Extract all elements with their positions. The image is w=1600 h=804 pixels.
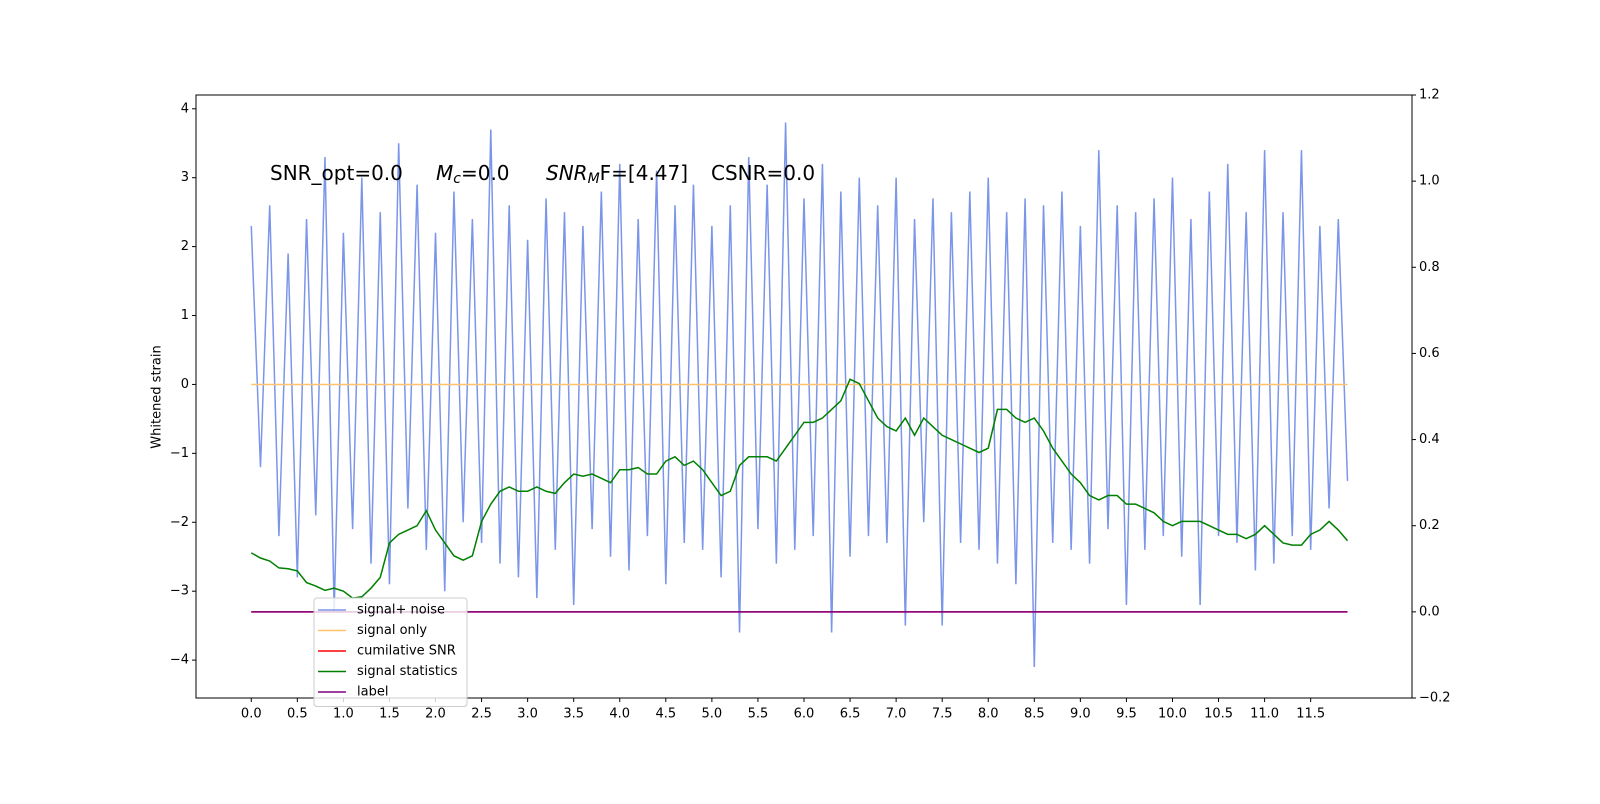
x-tick-label: 4.5 xyxy=(655,707,676,722)
y-tick-label: −4 xyxy=(170,653,189,668)
annotation-value: F=[4.47] xyxy=(600,161,688,185)
series-line xyxy=(250,378,1349,599)
annotation-symbol: SNR xyxy=(546,161,588,185)
legend-label: signal+ noise xyxy=(357,603,445,618)
x-tick-label: 11.5 xyxy=(1296,707,1325,722)
y2-tick-label: 0.4 xyxy=(1419,432,1440,447)
x-tick-label: 1.5 xyxy=(379,707,400,722)
x-tick-label: 7.5 xyxy=(932,707,953,722)
x-tick-label: 5.5 xyxy=(748,707,769,722)
y-tick-label: 0 xyxy=(181,377,189,392)
annotation-subscript: c xyxy=(453,171,461,187)
y2-tick-label: 1.0 xyxy=(1419,174,1440,189)
x-tick-label: 5.0 xyxy=(702,707,723,722)
x-tick-label: 4.0 xyxy=(609,707,630,722)
x-tick-label: 9.0 xyxy=(1070,707,1091,722)
legend-label: cumilative SNR xyxy=(357,644,456,659)
x-tick-label: 6.5 xyxy=(840,707,861,722)
y2-tick-label: −0.2 xyxy=(1419,691,1451,706)
plot-frame xyxy=(195,94,1413,699)
x-tick-label: 0.5 xyxy=(287,707,308,722)
annotation: SNRMF=[4.47] xyxy=(546,161,688,188)
annotation: CSNR=0.0 xyxy=(711,161,815,185)
y-tick-label: 1 xyxy=(181,308,189,323)
annotation: SNR_opt=0.0 xyxy=(270,161,403,185)
x-tick-label: 3.0 xyxy=(517,707,538,722)
annotation-value: =0.0 xyxy=(461,161,510,185)
y-tick-label: −1 xyxy=(170,446,189,461)
annotation: Mc=0.0 xyxy=(436,161,510,188)
legend-label: signal only xyxy=(357,623,427,638)
y-tick-label: −2 xyxy=(170,515,189,530)
legend-label: label xyxy=(357,685,388,700)
y2-tick-label: 0.0 xyxy=(1419,604,1440,619)
x-tick-label: 8.5 xyxy=(1024,707,1045,722)
y-axis-label: Whitened strain xyxy=(150,345,165,448)
annotation-text: CSNR=0.0 xyxy=(711,161,815,185)
annotation-text: SNR_opt=0.0 xyxy=(270,161,403,185)
x-tick-label: 2.0 xyxy=(425,707,446,722)
x-tick-label: 3.5 xyxy=(563,707,584,722)
y2-tick-label: 0.2 xyxy=(1419,518,1440,533)
y2-tick-label: 0.8 xyxy=(1419,260,1440,275)
annotation-symbol: M xyxy=(436,161,453,185)
x-tick-label: 9.5 xyxy=(1116,707,1137,722)
legend-label: signal statistics xyxy=(357,664,458,679)
y-tick-label: −3 xyxy=(170,584,189,599)
series-line xyxy=(250,122,1349,668)
x-tick-label: 6.0 xyxy=(794,707,815,722)
x-tick-label: 8.0 xyxy=(978,707,999,722)
x-tick-label: 10.0 xyxy=(1158,707,1187,722)
y-tick-label: 4 xyxy=(181,101,189,116)
annotation-subscript: M xyxy=(588,171,600,187)
x-tick-label: 1.0 xyxy=(333,707,354,722)
legend-box xyxy=(313,597,468,707)
y2-tick-label: 1.2 xyxy=(1419,88,1440,103)
y2-tick-label: 0.6 xyxy=(1419,346,1440,361)
y-tick-label: 2 xyxy=(181,239,189,254)
x-tick-label: 2.5 xyxy=(471,707,492,722)
y-tick-label: 3 xyxy=(181,170,189,185)
x-tick-label: 7.0 xyxy=(886,707,907,722)
x-tick-label: 10.5 xyxy=(1204,707,1233,722)
x-tick-label: 0.0 xyxy=(241,707,262,722)
x-tick-label: 11.0 xyxy=(1250,707,1279,722)
